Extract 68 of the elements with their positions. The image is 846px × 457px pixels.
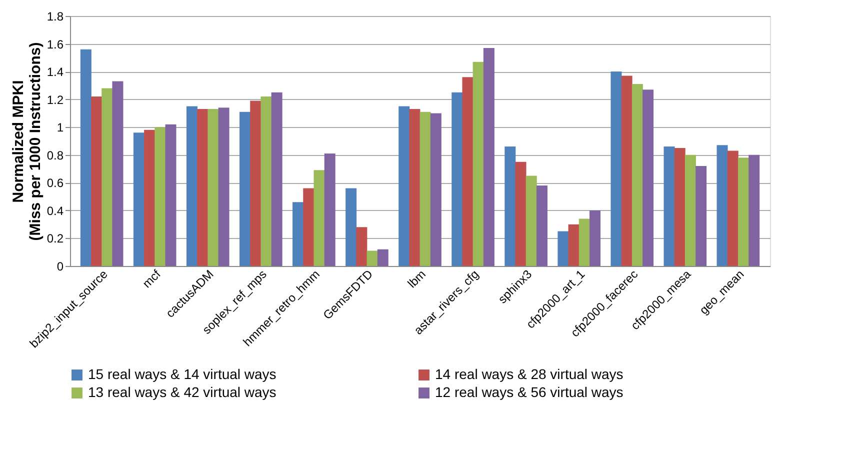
bar [346,188,357,266]
bar [240,112,250,266]
y-tick-label: 0 [56,260,64,274]
bar [420,112,431,266]
bar [91,96,102,266]
bar [568,224,580,266]
bar [452,92,463,266]
bar [621,76,632,266]
bar [684,154,696,266]
bar [536,185,548,266]
bar [144,130,156,266]
bar [483,48,494,266]
bar [409,109,420,266]
bar [292,202,304,266]
bar [303,188,314,266]
y-tick-label: 0.8 [46,148,64,162]
y-axis-title: Normalized MPKI (Miss per 1000 Instructions) [10,42,44,241]
x-tick-label: mcf [140,266,164,291]
bar [430,113,442,266]
legend-label: 13 real ways & 42 virtual ways [88,384,276,400]
bar [154,127,166,266]
y-tick-label: 1.8 [46,10,64,24]
bar [642,90,654,266]
bar [133,132,144,266]
bar [472,62,484,266]
bar [674,148,686,266]
y-tick-label: 1 [56,120,64,135]
bar [748,154,760,266]
bar [208,109,219,266]
y-tick-label: 1.6 [46,37,64,52]
bar [260,96,272,266]
legend-label: 14 real ways & 28 virtual ways [435,366,624,382]
bar [590,210,600,266]
bar [462,77,474,266]
bar [716,145,728,266]
bar [664,146,675,266]
bar [578,218,590,266]
bar [165,124,176,266]
bar [324,154,336,266]
bar [632,84,643,266]
bar [727,150,738,266]
bar [112,81,124,266]
y-tick-label: 1.2 [46,92,64,107]
bar [314,170,325,266]
bar [696,166,707,266]
legend-label: 12 real ways & 56 virtual ways [435,384,624,400]
y-tick-label: 0.6 [46,176,64,190]
bar [398,106,410,266]
bar [366,250,378,266]
bar [610,72,622,266]
bar [102,88,113,266]
bar [526,176,537,266]
bar [356,227,368,266]
bar [186,106,198,266]
bar [271,92,282,266]
bar [515,162,526,266]
bar [738,158,749,266]
bar [197,109,208,266]
legend-label: 15 real ways & 14 virtual ways [88,366,276,382]
bar [377,249,388,266]
bar [558,231,569,266]
bar [80,49,92,266]
y-tick-label: 1.4 [46,65,64,80]
bar [504,146,516,266]
bar [250,100,262,266]
y-tick-label: 0.2 [46,232,64,246]
y-tick-label: 0.4 [46,204,64,218]
bar [218,108,230,266]
